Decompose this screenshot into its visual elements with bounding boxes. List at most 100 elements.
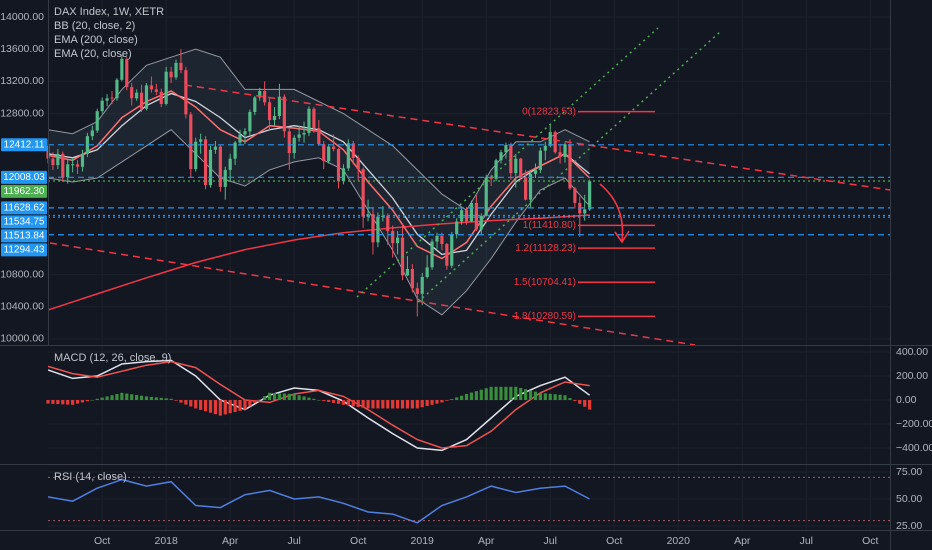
candle-body	[341, 168, 346, 182]
histogram-bar	[543, 393, 547, 401]
histogram-bar	[327, 400, 331, 402]
candle-body	[563, 144, 567, 158]
x-tick-label: Jul	[287, 535, 300, 547]
band-lower	[48, 129, 590, 316]
pane	[48, 359, 591, 452]
histogram-bar	[164, 398, 168, 401]
histogram-bar	[179, 400, 183, 403]
histogram-bar	[568, 398, 572, 401]
histogram-bar	[435, 400, 439, 404]
candle-body	[75, 164, 80, 167]
candle-body	[164, 71, 168, 104]
candle-body	[371, 214, 375, 243]
candle-body	[139, 92, 144, 109]
histogram-bar	[494, 386, 498, 401]
candle-body	[336, 148, 341, 182]
candle-body	[391, 231, 395, 244]
level-layer	[48, 110, 890, 522]
candle-body	[95, 111, 99, 131]
histogram-bar	[258, 399, 262, 401]
candle-body	[494, 160, 498, 179]
histogram-bar	[130, 394, 134, 401]
histogram-bar	[558, 394, 562, 401]
candle-body	[533, 169, 538, 174]
candle-body	[430, 241, 434, 268]
price-tag	[1, 243, 47, 257]
pane-title: MACD (12, 26, close, 9)	[54, 352, 171, 364]
candle-body	[61, 153, 65, 178]
channel-line	[417, 31, 721, 303]
fib-label: 0(12823.53)	[522, 106, 576, 117]
candle-body	[588, 181, 592, 210]
candle-body	[233, 142, 237, 159]
candle-body	[356, 157, 360, 170]
candle-body	[100, 100, 104, 112]
arrow-head	[614, 230, 630, 244]
candle-body	[553, 132, 557, 153]
candle-body	[228, 158, 232, 170]
x-tick-label: Oct	[862, 535, 878, 547]
candle-body	[80, 153, 85, 167]
candle-body	[184, 70, 188, 115]
candle-body	[272, 115, 277, 121]
histogram-bar	[194, 400, 198, 409]
candle-body	[159, 91, 163, 104]
histogram-bar	[223, 400, 227, 415]
histogram-bar	[312, 398, 316, 401]
x-tick-label: 2020	[667, 535, 691, 547]
pane-title: RSI (14, close)	[54, 471, 127, 483]
candle-body	[489, 177, 493, 179]
candle-body	[327, 146, 331, 162]
candle-body	[415, 288, 419, 294]
histogram-bar	[455, 397, 459, 401]
candle-body	[405, 268, 410, 276]
candle-body	[312, 108, 316, 129]
histogram-bar	[144, 396, 149, 401]
histogram-bar	[351, 400, 355, 407]
histogram-bar	[322, 400, 326, 401]
price-tag-label: 12412.11	[4, 139, 45, 150]
histogram-bar	[66, 400, 70, 405]
histogram-bar	[391, 400, 395, 409]
histogram-bar	[75, 400, 80, 404]
candle-body	[484, 177, 488, 216]
x-tick-label: Oct	[606, 535, 622, 547]
candle-body	[317, 128, 321, 145]
candle-body	[120, 58, 124, 80]
legend-entry: EMA (200, close)	[54, 34, 138, 46]
histogram-bar	[489, 386, 493, 401]
candle-body	[307, 108, 311, 133]
channel-line	[356, 27, 659, 298]
candle-body	[258, 91, 262, 98]
histogram-bar	[277, 393, 282, 401]
histogram-bar	[282, 393, 286, 401]
candle-body	[130, 87, 134, 99]
candle-body	[105, 98, 109, 101]
histogram-bar	[159, 397, 163, 401]
candle-body	[450, 234, 454, 266]
candle-body	[376, 216, 380, 243]
histogram-bar	[548, 393, 552, 401]
y-tick-label: 13200.00	[0, 75, 44, 87]
y-tick-label: 12800.00	[0, 107, 44, 119]
histogram-bar	[302, 396, 306, 401]
histogram-bar	[213, 400, 218, 415]
histogram-bar	[317, 400, 321, 401]
histogram-bar	[356, 400, 360, 407]
candle-body	[346, 143, 350, 169]
x-tick-label: Jul	[800, 535, 813, 547]
histogram-bar	[238, 400, 242, 411]
candle-body	[174, 62, 178, 78]
candle-body	[322, 144, 326, 162]
histogram-bar	[533, 391, 538, 401]
histogram-bar	[85, 400, 89, 402]
histogram-bar	[573, 400, 577, 401]
price-tag-label: 11962.30	[4, 186, 45, 197]
x-tick-label: Apr	[478, 535, 495, 547]
candle-body	[548, 132, 552, 146]
histogram-bar	[509, 386, 513, 401]
histogram-bar	[381, 400, 385, 409]
histogram-bar	[95, 398, 99, 401]
histogram-bar	[71, 400, 75, 405]
candle-body	[528, 173, 533, 200]
